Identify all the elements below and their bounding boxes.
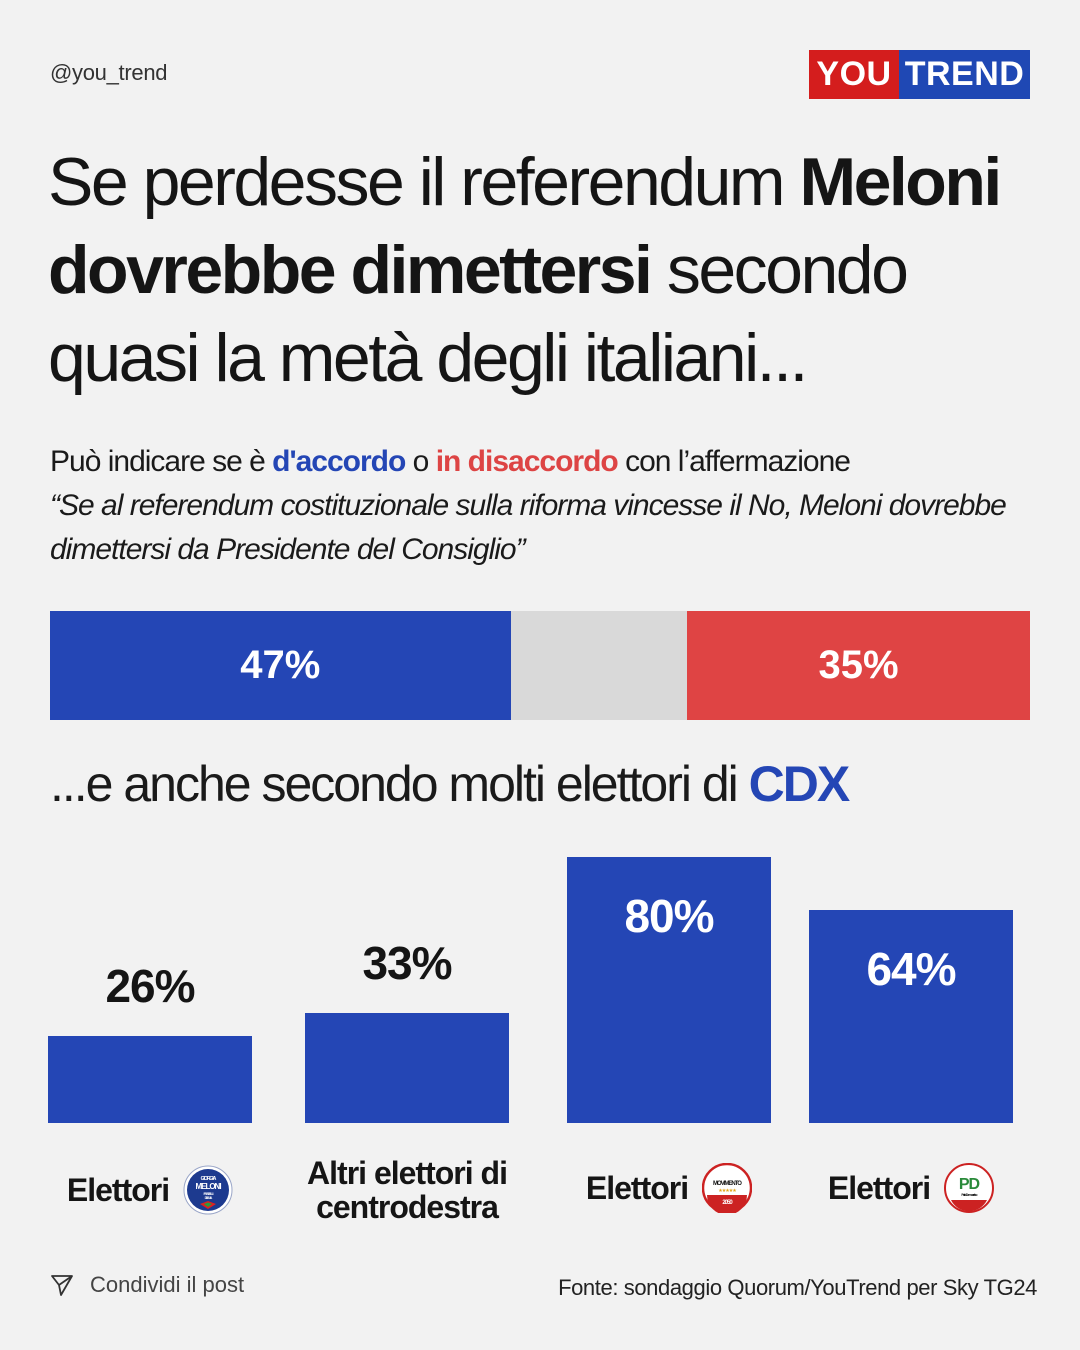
- category-text-fdi: Elettori: [66, 1172, 170, 1208]
- category-text-m5s: Elettori: [585, 1170, 689, 1206]
- send-icon: [51, 1275, 73, 1296]
- logo-you: YOU: [809, 50, 899, 99]
- account-handle: @you_trend: [50, 60, 168, 85]
- section-subtitle: ...e anche secondo molti elettori di CDX: [50, 755, 851, 813]
- overall-stacked-bar: 47% 35%: [50, 611, 1030, 720]
- title-part-1: Se perdesse il referendum: [48, 144, 800, 220]
- stacked-segment-agree: 47%: [50, 611, 511, 720]
- category-text-pd: Elettori: [827, 1170, 931, 1206]
- youtrend-logo: YOU TREND: [809, 50, 1030, 99]
- title-part-2: secondo quasi la metà degli italiani...: [48, 232, 909, 396]
- svg-text:★★★★★: ★★★★★: [718, 1188, 737, 1194]
- stacked-segment-agree-value: 47%: [240, 643, 321, 687]
- question-or: o: [405, 445, 436, 478]
- disagree-label: in disaccordo: [435, 445, 619, 478]
- share-label: Condividi il post: [90, 1272, 245, 1297]
- question-lead: Può indicare se è: [50, 445, 273, 478]
- pd-logo-text-2: Partito Democratico: [962, 1193, 979, 1197]
- source-note: Fonte: sondaggio Quorum/YouTrend per Sky…: [558, 1275, 1037, 1300]
- category-label-pd: Elettori PD Partito Democratico: [809, 1148, 1013, 1228]
- category-text-altri-cdx: Altri elettori di centrodestra: [307, 1155, 508, 1225]
- survey-question: Può indicare se è d'accordo o in disacco…: [50, 440, 1050, 572]
- fdi-logo-text-3: FRATELLI: [204, 1192, 215, 1196]
- bar-altri-cdx: [305, 1013, 509, 1123]
- stacked-segment-other: [510, 611, 687, 720]
- m5s-logo-text-1: MOVIMENTO: [713, 1181, 742, 1187]
- bar-fdi: [48, 1036, 252, 1123]
- category-label-m5s: Elettori MOVIMENTO ★★★★★ 2050: [567, 1148, 771, 1228]
- fdi-logo-text-2: MELONI: [196, 1182, 222, 1191]
- m5s-logo-text-2: 2050: [722, 1200, 733, 1206]
- stacked-segment-disagree: 35%: [686, 611, 1030, 720]
- subtitle-highlight: CDX: [748, 756, 851, 812]
- pd-logo-icon: PD Partito Democratico: [944, 1163, 995, 1213]
- logo-trend: TREND: [899, 50, 1030, 99]
- title-bold: Meloni dovrebbe dimettersi: [48, 144, 1002, 308]
- fdi-logo-icon: GIORGIA MELONI FRATELLI D'ITALIA: [183, 1165, 233, 1215]
- bar-pd: [809, 909, 1013, 1123]
- stacked-segment-disagree-value: 35%: [818, 643, 899, 687]
- bar-value-m5s: 80%: [624, 889, 714, 942]
- pd-logo-text-1: PD: [959, 1176, 980, 1193]
- bar-value-altri-cdx: 33%: [362, 937, 452, 990]
- fdi-logo-text-1: GIORGIA: [201, 1176, 217, 1182]
- fdi-logo-text-4: D'ITALIA: [205, 1196, 213, 1200]
- agree-label: d'accordo: [272, 445, 406, 478]
- share-post-button[interactable]: Condividi il post: [50, 1272, 244, 1298]
- page-title: Se perdesse il referendum Meloni dovrebb…: [48, 138, 1048, 402]
- category-label-fdi: Elettori GIORGIA MELONI FRATELLI D'ITALI…: [48, 1150, 252, 1230]
- bar-value-fdi: 26%: [105, 960, 195, 1013]
- category-label-altri-cdx: Altri elettori di centrodestra: [298, 1150, 516, 1230]
- question-quote: “Se al referendum costituzionale sulla r…: [50, 489, 1007, 566]
- question-tail: con l’affermazione: [617, 445, 851, 478]
- bar-value-pd: 64%: [866, 942, 956, 995]
- subtitle-text: ...e anche secondo molti elettori di: [50, 756, 749, 812]
- bar-m5s: [567, 856, 771, 1123]
- m5s-logo-icon: MOVIMENTO ★★★★★ 2050: [702, 1163, 753, 1213]
